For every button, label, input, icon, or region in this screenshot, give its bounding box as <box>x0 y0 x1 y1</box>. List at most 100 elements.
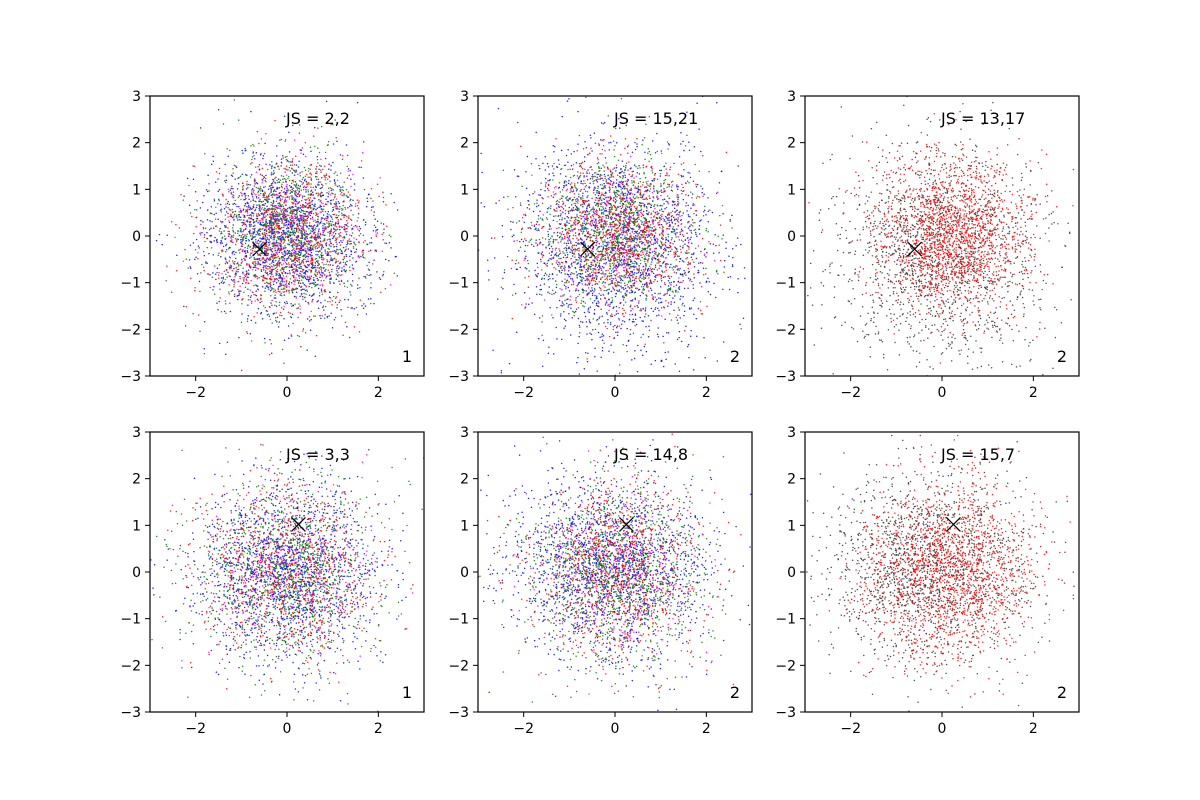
data-point <box>308 253 311 256</box>
data-point <box>206 237 208 240</box>
data-point <box>266 237 268 239</box>
data-point <box>374 231 377 233</box>
data-point <box>339 228 341 231</box>
data-point <box>361 251 363 253</box>
data-point <box>348 215 350 217</box>
data-point <box>315 178 318 180</box>
data-point <box>374 226 377 229</box>
data-point <box>343 255 346 258</box>
data-point <box>349 234 351 236</box>
data-point <box>270 235 273 238</box>
data-point <box>255 218 258 220</box>
data-point <box>291 161 293 164</box>
data-point <box>222 276 225 279</box>
data-point <box>270 273 273 276</box>
data-point <box>255 213 258 215</box>
data-point <box>284 198 287 201</box>
data-point <box>302 237 304 239</box>
data-point <box>291 196 293 199</box>
data-point <box>246 220 249 223</box>
data-point <box>288 198 291 200</box>
data-point <box>284 213 286 215</box>
data-point <box>327 193 330 195</box>
data-point <box>263 258 265 260</box>
data-point <box>197 258 199 260</box>
data-point <box>264 235 267 237</box>
data-point <box>297 239 300 241</box>
data-point <box>351 232 354 234</box>
data-point <box>644 176 647 179</box>
y-tick-label: 2 <box>132 136 141 152</box>
data-point <box>238 290 240 292</box>
data-point <box>279 274 281 276</box>
data-point <box>307 215 309 217</box>
data-point <box>283 209 285 211</box>
data-point <box>338 266 341 268</box>
data-point <box>368 261 370 264</box>
data-point <box>292 124 294 127</box>
data-point <box>329 250 331 253</box>
data-point <box>271 247 273 250</box>
data-point <box>235 251 237 254</box>
data-point <box>275 239 278 242</box>
data-point <box>233 99 236 101</box>
data-point <box>352 199 354 202</box>
data-point <box>242 277 244 279</box>
data-point <box>236 238 238 240</box>
data-point <box>329 238 331 240</box>
data-point <box>307 176 309 179</box>
data-point <box>379 278 382 281</box>
data-point <box>667 219 669 222</box>
data-point <box>322 222 324 225</box>
data-point <box>307 264 310 267</box>
data-point <box>631 227 634 230</box>
data-point <box>203 352 206 355</box>
y-tick-label: −1 <box>120 276 141 292</box>
data-point <box>166 265 168 267</box>
data-point <box>338 236 340 238</box>
data-point <box>274 243 276 246</box>
data-point <box>278 277 280 279</box>
data-point <box>285 180 287 183</box>
data-point <box>247 206 250 208</box>
data-point <box>246 214 249 217</box>
data-point <box>244 275 247 277</box>
data-point <box>289 164 292 167</box>
data-point <box>352 214 354 216</box>
data-point <box>251 188 253 191</box>
data-point <box>340 193 342 195</box>
data-point <box>291 195 293 197</box>
data-point <box>609 278 611 280</box>
data-point <box>228 203 231 206</box>
data-point <box>624 207 627 210</box>
data-point <box>290 244 293 247</box>
data-point <box>276 214 279 216</box>
data-point <box>328 315 330 317</box>
data-point <box>241 224 244 227</box>
data-point <box>324 226 326 228</box>
data-point <box>353 183 356 185</box>
data-point <box>332 258 334 261</box>
data-point <box>243 221 245 224</box>
data-point <box>318 295 321 297</box>
data-point <box>312 208 314 211</box>
data-point <box>283 339 286 342</box>
data-point <box>234 199 236 202</box>
point-cloud <box>155 99 399 372</box>
data-point <box>273 234 275 236</box>
data-point <box>235 266 237 269</box>
data-point <box>277 290 280 293</box>
data-point <box>342 237 344 239</box>
data-point <box>300 232 302 234</box>
data-point <box>601 335 603 338</box>
data-point <box>295 238 298 241</box>
data-point <box>273 205 275 208</box>
data-point <box>285 185 288 188</box>
data-point <box>254 166 257 168</box>
data-point <box>229 189 232 191</box>
data-point <box>295 297 298 299</box>
data-point <box>265 281 268 284</box>
data-point <box>252 247 255 250</box>
data-point <box>228 221 231 224</box>
data-point <box>331 221 334 223</box>
